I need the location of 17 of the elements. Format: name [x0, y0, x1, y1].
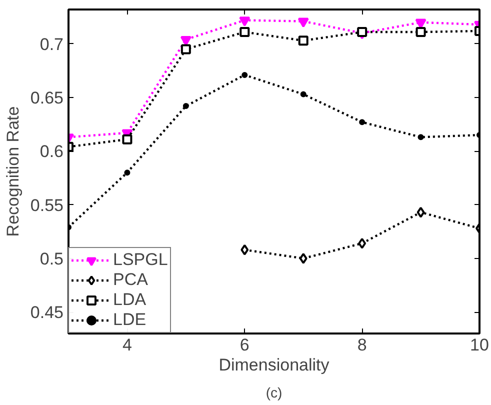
- y-tick-label: 0.55: [30, 196, 64, 215]
- x-tick-label: 4: [122, 336, 132, 354]
- legend-label: LSPGL: [113, 250, 168, 270]
- x-tick-label: 8: [357, 336, 367, 354]
- legend-label: PCA: [113, 270, 148, 290]
- y-tick-label: 0.6: [40, 142, 64, 162]
- y-axis-title: Recognition Rate: [3, 106, 22, 237]
- x-tick-label: 6: [240, 336, 250, 354]
- x-axis-title: Dimensionality: [218, 356, 330, 374]
- y-tick-label: 0.5: [40, 249, 64, 268]
- text: (c): [266, 384, 282, 400]
- y-tick-label: 0.65: [30, 88, 64, 108]
- legend-label: LDA: [113, 290, 146, 310]
- legend-label: LDE: [113, 310, 146, 330]
- y-tick-label: 0.7: [40, 34, 64, 54]
- y-tick-label: 0.45: [30, 303, 64, 322]
- x-tick-label: 10: [470, 336, 489, 354]
